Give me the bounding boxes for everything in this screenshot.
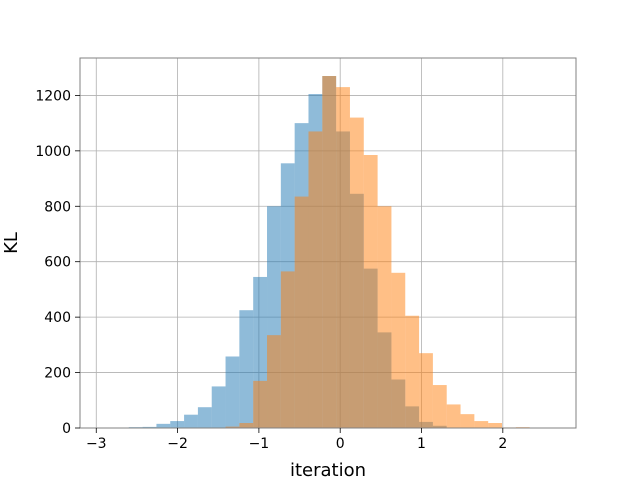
x-tick-label: −1 — [249, 436, 270, 452]
histogram-bar-series-2 — [308, 131, 323, 429]
histogram-bar-series-1 — [197, 407, 212, 428]
y-tick-label: 600 — [44, 255, 71, 271]
histogram-bar-series-1 — [142, 426, 157, 428]
histogram-bar-series-2 — [294, 196, 309, 428]
histogram-bar-series-1 — [184, 414, 198, 428]
x-tick-label: 2 — [498, 436, 507, 452]
y-axis-ticks: 0 200 400 600 800 1000 1200 — [35, 88, 80, 437]
y-tick-label: 200 — [44, 366, 71, 382]
y-tick-label: 1200 — [35, 88, 71, 104]
histogram-bar-series-1 — [170, 421, 185, 428]
histogram-bar-series-2 — [377, 206, 392, 428]
y-axis-label: KL — [1, 232, 22, 254]
histogram-bar-series-2 — [474, 421, 489, 428]
x-tick-label: −3 — [86, 436, 107, 452]
histogram-bar-series-1 — [239, 310, 254, 428]
histogram-bar-series-2 — [253, 380, 268, 428]
histogram-bar-series-2 — [363, 155, 378, 429]
x-axis-ticks: −3 −2 −1 0 1 2 — [86, 428, 507, 452]
histogram-bar-series-2 — [460, 414, 475, 428]
x-tick-label: 1 — [417, 436, 426, 452]
histogram-bar-series-1 — [156, 423, 171, 428]
x-tick-label: −2 — [167, 436, 188, 452]
x-tick-label: 0 — [336, 436, 345, 452]
y-tick-label: 0 — [62, 421, 71, 437]
histogram-bar-series-2 — [336, 87, 350, 428]
histogram-bar-series-2 — [322, 76, 337, 428]
histogram-bar-series-2 — [446, 404, 461, 428]
plot-frame — [79, 57, 577, 429]
histogram-bar-series-2 — [267, 335, 281, 428]
histogram-bar-series-2 — [488, 423, 503, 428]
histogram-bar-series-2 — [405, 315, 420, 428]
x-axis-label: iteration — [290, 460, 366, 480]
histogram-bar-series-2 — [239, 423, 254, 428]
histogram-bar-series-2 — [349, 117, 364, 428]
histogram-bars — [128, 76, 544, 429]
histogram-bar-series-1 — [211, 386, 226, 428]
histogram-bar-series-2 — [280, 271, 295, 428]
y-tick-label: 1000 — [35, 144, 71, 160]
histogram-bar-series-1 — [225, 356, 240, 428]
histogram-bar-series-2 — [432, 385, 447, 428]
histogram-bar-series-2 — [419, 353, 433, 428]
histogram-bar-series-2 — [225, 426, 240, 428]
y-tick-label: 800 — [44, 199, 71, 215]
y-tick-label: 400 — [44, 310, 71, 326]
histogram-bar-series-2 — [391, 272, 406, 428]
